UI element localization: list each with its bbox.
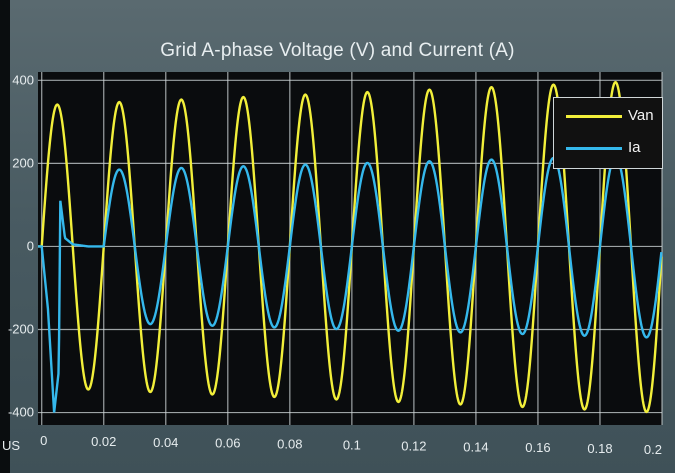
x-tick-label: 0.04	[153, 435, 178, 450]
legend-label-ia: Ia	[628, 139, 641, 156]
y-tick-label: 0	[27, 238, 34, 253]
legend-entry-ia: Ia	[562, 138, 658, 158]
y-tick-label: 200	[12, 155, 34, 170]
legend-label-van: Van	[628, 107, 654, 124]
screen-bezel	[0, 0, 10, 473]
y-tick-labels: 400 200 0 -200 -400	[8, 72, 34, 419]
y-tick-label: -200	[8, 321, 34, 336]
x-tick-label: 0.2	[644, 442, 662, 457]
y-tick-label: 400	[12, 72, 34, 87]
legend-entry-van: Van	[562, 106, 658, 126]
y-tick-label: -400	[8, 405, 34, 420]
x-tick-label: 0.06	[215, 436, 240, 451]
legend-swatch-van	[566, 115, 622, 118]
legend-swatch-ia	[566, 147, 622, 150]
corner-label: US	[2, 438, 21, 453]
x-tick-label: 0.14	[463, 439, 488, 454]
x-tick-label: 0.12	[401, 438, 426, 453]
x-tick-label: 0.1	[343, 438, 361, 453]
x-tick-label: 0	[40, 433, 47, 448]
x-tick-label: 0.16	[525, 440, 550, 455]
x-tick-label: 0.18	[587, 441, 612, 456]
x-tick-labels: 0 0.02 0.04 0.06 0.08 0.1 0.12 0.14 0.16 0.18 0.2	[40, 433, 662, 457]
x-tick-label: 0.08	[277, 437, 302, 452]
x-tick-label: 0.02	[91, 434, 116, 449]
legend: Van Ia	[553, 97, 663, 169]
chart-title: Grid A-phase Voltage (V) and Current (A)	[160, 40, 515, 61]
